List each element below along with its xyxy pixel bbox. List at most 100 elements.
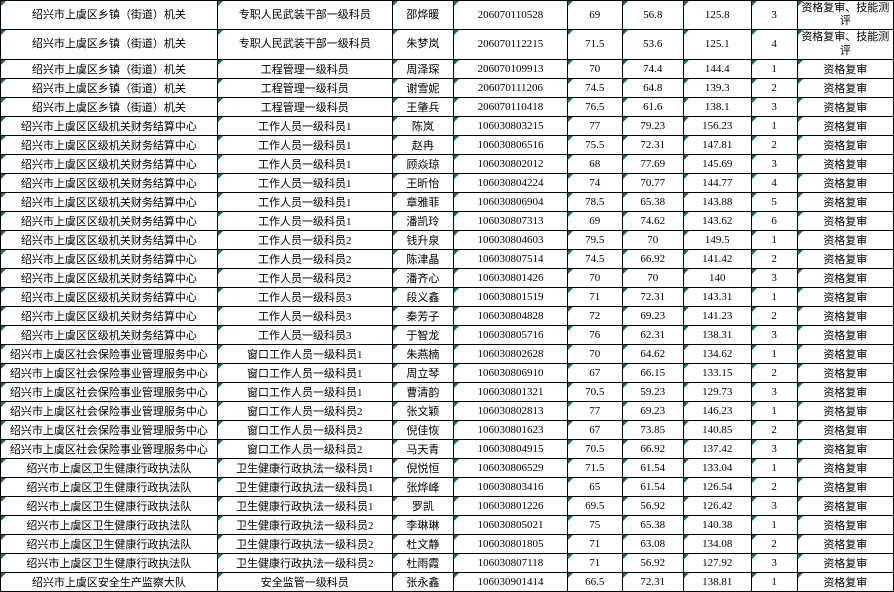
table-cell: 绍兴市上虞区乡镇（街道）机关 [1, 30, 218, 59]
table-cell: 74.4 [622, 59, 683, 78]
table-cell: 206070110528 [454, 1, 568, 30]
table-cell: 卫生健康行政执法一级科员2 [217, 553, 392, 572]
table-cell: 张烨峰 [392, 477, 453, 496]
table-cell: 75.5 [567, 135, 622, 154]
table-cell: 69 [567, 1, 622, 30]
table-cell: 罗凯 [392, 496, 453, 515]
table-cell: 106030805716 [454, 325, 568, 344]
table-cell: 绍兴市上虞区卫生健康行政执法队 [1, 458, 218, 477]
table-row: 绍兴市上虞区区级机关财务结算中心工作人员一级科员1王昕怡106030804224… [1, 173, 894, 192]
table-cell: 146.23 [683, 401, 751, 420]
table-cell: 4 [751, 30, 797, 59]
table-cell: 1 [751, 344, 797, 363]
table-row: 绍兴市上虞区区级机关财务结算中心工作人员一级科员3秦芳子106030804828… [1, 306, 894, 325]
table-cell: 2 [751, 477, 797, 496]
table-cell: 卫生健康行政执法一级科员1 [217, 458, 392, 477]
table-cell: 133.15 [683, 363, 751, 382]
table-cell: 邵烨暖 [392, 1, 453, 30]
table-cell: 窗口工作人员一级科员1 [217, 363, 392, 382]
table-cell: 工作人员一级科员1 [217, 173, 392, 192]
table-cell: 106030801519 [454, 287, 568, 306]
table-cell: 56.92 [622, 553, 683, 572]
table-cell: 段义鑫 [392, 287, 453, 306]
table-cell: 工程管理一级科员 [217, 97, 392, 116]
table-cell: 140 [683, 268, 751, 287]
table-cell: 74.62 [622, 211, 683, 230]
table-cell: 56.92 [622, 496, 683, 515]
table-cell: 杜雨霞 [392, 553, 453, 572]
table-cell: 资格复审 [797, 325, 893, 344]
table-cell: 70 [622, 230, 683, 249]
table-cell: 资格复审 [797, 230, 893, 249]
table-cell: 106030805021 [454, 515, 568, 534]
table-cell: 资格复审 [797, 268, 893, 287]
table-cell: 张永鑫 [392, 572, 453, 591]
table-cell: 卫生健康行政执法一级科员1 [217, 477, 392, 496]
table-cell: 3 [751, 97, 797, 116]
table-cell: 1 [751, 458, 797, 477]
table-cell: 70 [567, 268, 622, 287]
table-row: 绍兴市上虞区社会保险事业管理服务中心窗口工作人员一级科员2倪佳恢10603080… [1, 420, 894, 439]
table-row: 绍兴市上虞区乡镇（街道）机关工程管理一级科员谢雪妮20607011120674.… [1, 78, 894, 97]
table-cell: 71.5 [567, 30, 622, 59]
table-cell: 赵冉 [392, 135, 453, 154]
table-row: 绍兴市上虞区乡镇（街道）机关专职人民武装干部一级科员朱梦岚20607011221… [1, 30, 894, 59]
table-cell: 资格复审 [797, 97, 893, 116]
table-cell: 1 [751, 401, 797, 420]
table-cell: 106030802012 [454, 154, 568, 173]
table-cell: 106030802813 [454, 401, 568, 420]
table-cell: 资格复审 [797, 572, 893, 591]
table-cell: 66.92 [622, 249, 683, 268]
table-cell: 65 [567, 477, 622, 496]
table-cell: 1 [751, 287, 797, 306]
table-cell: 工作人员一级科员1 [217, 116, 392, 135]
table-cell: 资格复审 [797, 192, 893, 211]
table-cell: 绍兴市上虞区卫生健康行政执法队 [1, 496, 218, 515]
table-row: 绍兴市上虞区安全生产监察大队安全监管一级科员张永鑫10603090141466.… [1, 572, 894, 591]
table-row: 绍兴市上虞区乡镇（街道）机关工程管理一级科员周泽琛206070109913707… [1, 59, 894, 78]
table-cell: 140.38 [683, 515, 751, 534]
table-cell: 106030801226 [454, 496, 568, 515]
table-cell: 139.3 [683, 78, 751, 97]
table-cell: 125.8 [683, 1, 751, 30]
table-cell: 工作人员一级科员2 [217, 230, 392, 249]
table-cell: 绍兴市上虞区乡镇（街道）机关 [1, 1, 218, 30]
table-row: 绍兴市上虞区卫生健康行政执法队卫生健康行政执法一级科员1倪悦恒106030806… [1, 458, 894, 477]
table-cell: 绍兴市上虞区区级机关财务结算中心 [1, 211, 218, 230]
table-cell: 76 [567, 325, 622, 344]
table-cell: 78.5 [567, 192, 622, 211]
table-cell: 106030807514 [454, 249, 568, 268]
table-cell: 绍兴市上虞区区级机关财务结算中心 [1, 154, 218, 173]
table-cell: 65.38 [622, 515, 683, 534]
table-cell: 147.81 [683, 135, 751, 154]
table-cell: 156.23 [683, 116, 751, 135]
table-cell: 72.31 [622, 135, 683, 154]
table-cell: 5 [751, 192, 797, 211]
table-cell: 106030806910 [454, 363, 568, 382]
table-cell: 工作人员一级科员1 [217, 135, 392, 154]
table-cell: 64.8 [622, 78, 683, 97]
table-cell: 于智龙 [392, 325, 453, 344]
table-row: 绍兴市上虞区卫生健康行政执法队卫生健康行政执法一级科员1张烨峰106030803… [1, 477, 894, 496]
table-cell: 127.92 [683, 553, 751, 572]
table-cell: 64.62 [622, 344, 683, 363]
table-row: 绍兴市上虞区区级机关财务结算中心工作人员一级科员2钱升泉106030804603… [1, 230, 894, 249]
table-cell: 106030802628 [454, 344, 568, 363]
table-row: 绍兴市上虞区乡镇（街道）机关工程管理一级科员王肇兵20607011041876.… [1, 97, 894, 116]
table-cell: 1 [751, 230, 797, 249]
table-cell: 73.85 [622, 420, 683, 439]
table-cell: 绍兴市上虞区社会保险事业管理服务中心 [1, 382, 218, 401]
table-cell: 资格复审 [797, 515, 893, 534]
table-row: 绍兴市上虞区卫生健康行政执法队卫生健康行政执法一级科员2李琳琳106030805… [1, 515, 894, 534]
table-cell: 67 [567, 363, 622, 382]
table-cell: 71 [567, 553, 622, 572]
table-cell: 资格复审 [797, 306, 893, 325]
table-cell: 陈津晶 [392, 249, 453, 268]
table-cell: 谢雪妮 [392, 78, 453, 97]
table-cell: 72.31 [622, 287, 683, 306]
table-cell: 70 [622, 268, 683, 287]
table-cell: 2 [751, 135, 797, 154]
table-cell: 绍兴市上虞区卫生健康行政执法队 [1, 534, 218, 553]
table-cell: 绍兴市上虞区区级机关财务结算中心 [1, 173, 218, 192]
table-cell: 77 [567, 401, 622, 420]
